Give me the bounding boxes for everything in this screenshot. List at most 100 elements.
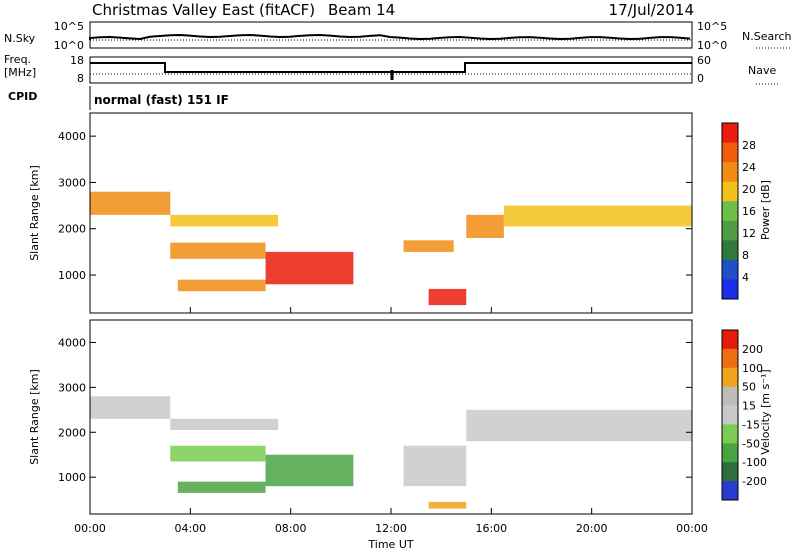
- time-xticks: 00:00 04:00 08:00 12:00 16:00 20:00 00:00: [74, 307, 708, 535]
- power-yticks: 4000 3000 2000 1000: [58, 130, 692, 282]
- colorbar-tick: -15: [742, 418, 760, 431]
- nsky-line: [89, 33, 691, 41]
- ytick-label: 4000: [58, 336, 86, 349]
- velocity-colorbar-label: Velocity [m s⁻¹]: [759, 369, 772, 454]
- freq-tick-low: 8: [77, 72, 84, 85]
- scatter-band-5: [403, 445, 467, 487]
- nsky-tick-low: 10^0: [54, 39, 84, 52]
- colorbar-segment: [722, 443, 738, 463]
- colorbar-tick: 15: [742, 400, 756, 413]
- colorbar-tick: -100: [742, 456, 767, 469]
- colorbar-tick: 4: [742, 271, 749, 284]
- colorbar-tick: 20: [742, 183, 756, 196]
- colorbar-segment: [722, 348, 738, 369]
- colorbar-segment: [722, 162, 738, 183]
- colorbar-tick: 50: [742, 381, 756, 394]
- power-panel: 4000 3000 2000 1000 Slant Range [km]: [28, 112, 693, 314]
- scatter-band-2: [170, 445, 266, 462]
- xtick-label: 12:00: [375, 522, 407, 535]
- colorbar-tick: 28: [742, 139, 756, 152]
- velocity-ylabel: Slant Range [km]: [28, 369, 41, 465]
- colorbar-segment: [722, 279, 738, 300]
- scatter-band-4: [177, 481, 266, 493]
- colorbar-tick: 24: [742, 161, 756, 174]
- xtick-label: 00:00: [74, 522, 106, 535]
- power-marks: [90, 191, 692, 306]
- date-label: 17/Jul/2014: [609, 1, 694, 19]
- scatter-band-0: [90, 191, 171, 215]
- colorbar-segment: [722, 405, 738, 425]
- nsky-label: N.Sky: [4, 32, 36, 45]
- xtick-label: 16:00: [475, 522, 507, 535]
- colorbar-tick: -200: [742, 475, 767, 488]
- scatter-band-7: [466, 409, 692, 442]
- power-colorbar: 28 24 20 16 12 8 4: [721, 122, 756, 300]
- colorbar-segment: [722, 386, 738, 407]
- xtick-label: 00:00: [676, 522, 708, 535]
- freq-tick-high: 18: [70, 54, 84, 67]
- power-ylabel: Slant Range [km]: [28, 165, 41, 261]
- nsky-panel: N.Sky 10^5 10^0 10^5 10^0 N.Search: [4, 20, 792, 52]
- velocity-colorbar: 200 100 50 15 -15 -50 -100 -200: [721, 329, 767, 501]
- colorbar-segment: [722, 220, 738, 241]
- colorbar-tick: 100: [742, 362, 763, 375]
- colorbar-frame: [721, 122, 739, 300]
- nsearch-tick-low: 10^0: [697, 39, 727, 52]
- colorbar-frame: [721, 329, 739, 501]
- cpid-label: CPID: [8, 90, 37, 103]
- colorbar-tick: -50: [742, 437, 760, 450]
- scatter-band-6: [428, 501, 467, 509]
- nave-tick-low: 0: [697, 72, 704, 85]
- xlabel: Time UT: [367, 538, 413, 551]
- nsky-tick-high: 10^5: [54, 20, 84, 33]
- scatter-band-3: [265, 251, 354, 285]
- xtick-label: 04:00: [174, 522, 206, 535]
- colorbar-segment: [722, 201, 738, 222]
- freq-panel: Freq. [MHz] 18 8 60 0 Nave: [4, 53, 778, 85]
- ytick-label: 1000: [58, 471, 86, 484]
- scatter-band-6: [428, 288, 467, 306]
- beam-label: Beam 14: [328, 1, 395, 19]
- nave-tick-high: 60: [697, 54, 711, 67]
- ytick-label: 4000: [58, 130, 86, 143]
- xtick-label: 08:00: [275, 522, 307, 535]
- velocity-yticks: 4000 3000 2000 1000: [58, 336, 692, 484]
- scatter-band-8: [503, 205, 692, 227]
- cpid-value: normal (fast) 151 IF: [94, 93, 229, 107]
- freq-label-line2: [MHz]: [4, 66, 36, 79]
- velocity-marks: [90, 396, 692, 509]
- ytick-label: 3000: [58, 381, 86, 394]
- colorbar-segment: [722, 240, 738, 261]
- scatter-band-1: [170, 214, 279, 227]
- colorbar-tick: 16: [742, 205, 756, 218]
- colorbar-segment: [722, 330, 738, 350]
- colorbar-segment: [722, 367, 738, 388]
- ytick-label: 1000: [58, 269, 86, 282]
- ytick-label: 2000: [58, 426, 86, 439]
- colorbar-segment: [722, 181, 738, 202]
- colorbar-segment: [722, 462, 738, 482]
- scatter-band-5: [403, 240, 454, 252]
- freq-line: [90, 62, 692, 73]
- colorbar-segment: [722, 123, 738, 144]
- colorbar-segment: [722, 481, 738, 501]
- ytick-label: 2000: [58, 223, 86, 236]
- station-title: Christmas Valley East (fitACF): [92, 1, 315, 19]
- colorbar-tick: 12: [742, 227, 756, 240]
- colorbar-tick: 200: [742, 343, 763, 356]
- freq-label-line1: Freq.: [4, 53, 31, 66]
- colorbar-segment: [722, 424, 738, 444]
- colorbar-segment: [722, 259, 738, 280]
- scatter-band-3: [265, 454, 354, 487]
- colorbar-tick: 8: [742, 249, 749, 262]
- nsearch-label: N.Search: [742, 30, 792, 43]
- scatter-band-1: [170, 418, 279, 431]
- xtick-label: 20:00: [576, 522, 608, 535]
- power-colorbar-label: Power [dB]: [759, 180, 772, 240]
- nsearch-tick-high: 10^5: [697, 20, 727, 33]
- ytick-label: 3000: [58, 176, 86, 189]
- scatter-band-2: [170, 242, 266, 259]
- scatter-band-4: [177, 279, 266, 292]
